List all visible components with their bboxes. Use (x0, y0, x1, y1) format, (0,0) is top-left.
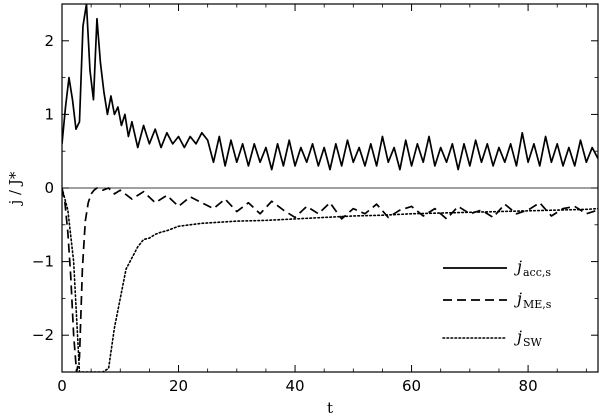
series-layer (62, 4, 598, 372)
y-axis-title: j / J* (6, 171, 24, 206)
x-tick-label: 20 (169, 377, 188, 395)
x-tick-label: 40 (285, 377, 304, 395)
legend-label: jME,s (514, 289, 552, 311)
series-line-dotted (62, 187, 598, 372)
x-tick-label: 0 (57, 377, 67, 395)
y-axis-label: j / J* (6, 171, 24, 206)
series-line-dashed (62, 187, 598, 372)
x-tick-label: 80 (519, 377, 538, 395)
y-tick-label: −1 (32, 253, 54, 271)
x-tick-label: 60 (402, 377, 421, 395)
y-tick-label: 0 (44, 179, 54, 197)
legend: jacc,s jME,s jSW (442, 257, 552, 349)
y-tick-label: 1 (44, 105, 54, 123)
legend-label: jacc,s (514, 257, 551, 279)
y-tick-label: 2 (44, 32, 54, 50)
legend-label: jSW (514, 327, 543, 349)
ticks-layer: 0 20 40 60 80 −2 −1 0 1 2 (32, 4, 598, 395)
series-line-solid (62, 4, 598, 171)
y-tick-label: −2 (32, 326, 54, 344)
x-axis-title: t (327, 399, 333, 417)
